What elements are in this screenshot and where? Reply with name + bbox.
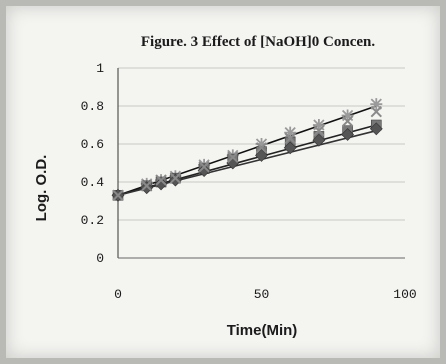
y-tick-label-1: 0.2 [81, 213, 104, 228]
data-point-2-4 [197, 164, 211, 178]
data-point-2-1 [140, 181, 154, 195]
y-tick-label-3: 0.6 [81, 137, 104, 152]
data-point-0-10 [370, 98, 383, 111]
x-tick-label-0: 0 [114, 287, 122, 302]
y-tick-label-2: 0.4 [81, 175, 105, 190]
data-point-3-7 [284, 132, 296, 145]
data-point-2-9 [341, 128, 355, 141]
data-point-2-10 [369, 122, 383, 136]
data-point-3-4 [198, 161, 210, 173]
data-point-3-6 [255, 142, 268, 154]
y-tick-label-4: 0.8 [81, 99, 104, 114]
data-point-2-8 [312, 133, 326, 147]
data-point-0-6 [255, 138, 268, 150]
data-point-0-9 [341, 109, 354, 122]
x-axis-label: Time(Min) [227, 322, 298, 339]
data-point-2-2 [154, 177, 168, 191]
data-point-3-8 [313, 124, 325, 137]
x-tick-label-1: 50 [254, 287, 270, 302]
data-point-3-2 [155, 174, 167, 186]
y-axis-label: Log. O.D. [33, 155, 50, 222]
chart-title: Figure. 3 Effect of [NaOH]0 Concen. [141, 34, 376, 50]
data-point-3-9 [341, 115, 354, 127]
axes [117, 68, 405, 259]
data-point-0-8 [312, 119, 325, 131]
data-point-2-7 [283, 141, 297, 155]
data-point-3-5 [227, 151, 239, 164]
y-tick-label-5: 1 [96, 61, 104, 76]
data-point-3-1 [140, 180, 153, 192]
y-tick-label-0: 0 [96, 251, 104, 266]
tick-labels: 0 0.2 0.4 0.6 0.8 1 0 50 100 [81, 61, 417, 302]
series-2 [111, 122, 383, 202]
data-point-2-3 [168, 173, 182, 187]
data-point-3-3 [169, 172, 182, 184]
data-point-3-0 [112, 189, 124, 202]
data-series [111, 98, 383, 202]
data-point-2-6 [255, 148, 268, 162]
series-3 [112, 105, 383, 202]
x-tick-label-2: 100 [393, 287, 416, 302]
data-point-3-10 [370, 105, 383, 118]
data-point-0-7 [284, 126, 297, 139]
